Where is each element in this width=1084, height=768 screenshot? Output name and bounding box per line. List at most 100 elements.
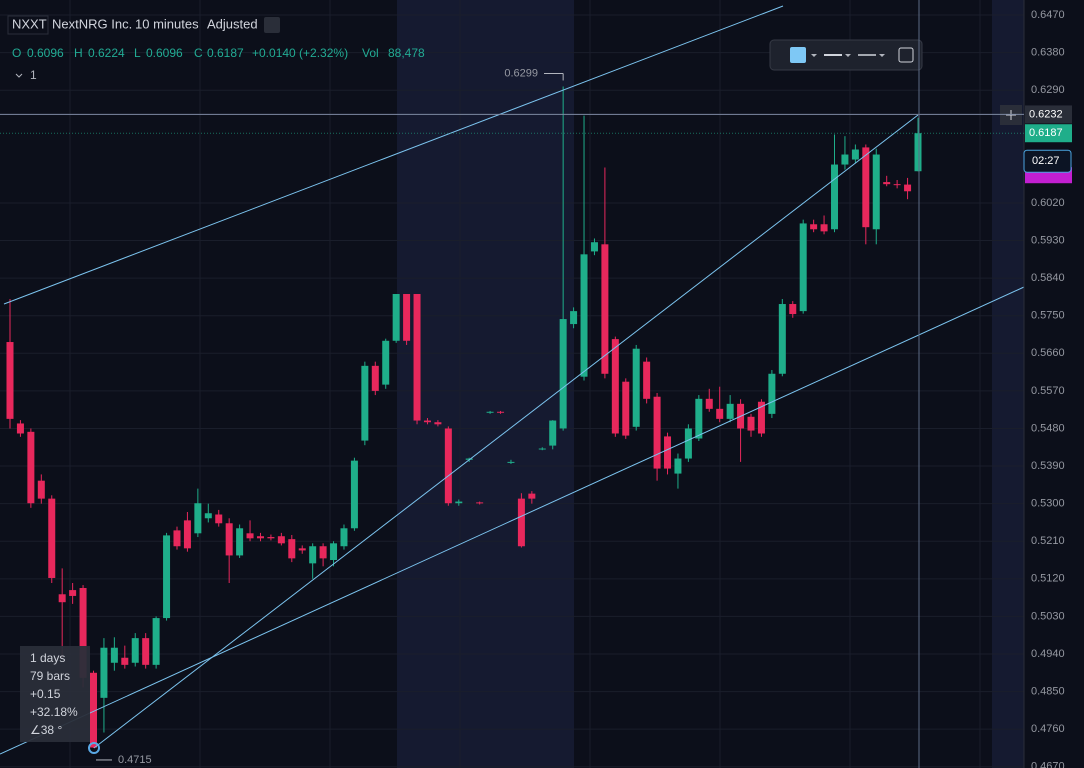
session-band	[397, 0, 574, 768]
y-tick-label: 0.5660	[1031, 347, 1065, 359]
symbol-box[interactable]	[7, 15, 49, 35]
candle-body	[872, 154, 880, 230]
y-tick-label: 0.4670	[1031, 761, 1065, 768]
candle-body	[183, 520, 191, 549]
candle-body	[538, 448, 546, 450]
candle-body	[716, 408, 724, 419]
y-tick-label: 0.5030	[1031, 610, 1065, 622]
measure-box	[20, 646, 90, 742]
legend-l-value: 0.6096	[146, 46, 183, 60]
y-tick-label: 0.6020	[1031, 197, 1065, 209]
candle-body	[455, 501, 463, 504]
dropdown[interactable]	[811, 54, 817, 57]
candle-body	[413, 294, 421, 421]
candles	[6, 86, 922, 748]
candle-body	[768, 373, 776, 414]
candle-body	[173, 530, 181, 547]
candle-body	[549, 420, 557, 446]
y-tick-label: 0.6380	[1031, 47, 1065, 59]
pane-label: 1	[30, 68, 37, 82]
color-button[interactable]	[790, 47, 806, 63]
candle-body	[684, 428, 692, 459]
candle-body	[350, 460, 358, 529]
candle-body	[423, 420, 431, 423]
candle-body	[267, 537, 275, 539]
trend-line[interactable]	[3, 5, 784, 305]
interval[interactable]: 10 minutes	[135, 16, 199, 31]
candle-body	[246, 533, 254, 539]
y-tick-label: 0.5840	[1031, 272, 1065, 284]
candle-body	[288, 539, 296, 559]
legend-o: O	[12, 46, 21, 60]
candle-body	[434, 422, 442, 425]
settings-button[interactable]	[898, 47, 914, 63]
candle-body	[100, 647, 108, 698]
legend-h-value: 0.6224	[88, 46, 125, 60]
adjustment[interactable]: Adjusted	[207, 16, 258, 31]
grid	[0, 14, 1024, 768]
candle-body	[403, 294, 411, 341]
candle-body	[893, 184, 901, 186]
candle-body	[309, 546, 317, 564]
measure-text: 1 days 79 bars +0.15 +32.18% ∠38 °	[30, 651, 78, 737]
legend-vol: 88,478	[388, 46, 425, 60]
measure-handle[interactable]	[88, 742, 100, 754]
candle-body	[110, 647, 118, 663]
candle-body	[601, 244, 609, 374]
high-marker-label: 0.6299	[504, 67, 538, 79]
candle-body	[705, 398, 713, 409]
candle-body	[726, 403, 734, 419]
measure-line: 79 bars	[30, 669, 70, 683]
company-name[interactable]: NextNRG Inc.	[52, 16, 132, 31]
candle-body	[883, 182, 891, 185]
legend-o-value: 0.6096	[27, 46, 64, 60]
measure-line: +0.15	[30, 687, 61, 701]
candle-body	[142, 638, 150, 665]
countdown-box	[1023, 149, 1072, 173]
candle-body	[674, 458, 682, 474]
measure-line: 1 days	[30, 651, 65, 665]
trend-line[interactable]	[0, 286, 1025, 755]
session-band	[992, 0, 1024, 768]
y-tick-label: 0.6470	[1031, 9, 1065, 21]
menu-icon[interactable]	[264, 17, 280, 33]
collapse-icon[interactable]	[15, 73, 23, 78]
low-marker-label: 0.4715	[118, 754, 152, 766]
candle-body	[48, 498, 56, 578]
candle-body	[914, 133, 922, 172]
countdown-label: 02:27	[1032, 155, 1060, 167]
y-tick-label: 0.4760	[1031, 723, 1065, 735]
candle-body	[789, 304, 797, 315]
y-tick-label: 0.4850	[1031, 685, 1065, 697]
symbol[interactable]: NXXT	[12, 16, 47, 31]
y-tick-label: 0.5570	[1031, 385, 1065, 397]
candle-body	[131, 638, 139, 663]
candle-body	[444, 428, 452, 504]
candle-body	[695, 398, 703, 439]
y-tick-label: 0.5210	[1031, 535, 1065, 547]
candle-body	[37, 480, 45, 499]
candle-body	[486, 411, 494, 413]
candle-body	[215, 514, 223, 524]
candle-body	[831, 164, 839, 230]
candle-body	[58, 594, 66, 603]
candle-body	[298, 548, 306, 551]
candle-body	[757, 401, 765, 434]
dropdown[interactable]	[879, 54, 885, 57]
candle-body	[517, 498, 525, 547]
legend-l: L	[134, 46, 141, 60]
y-tick-label: 0.5750	[1031, 310, 1065, 322]
candle-body	[820, 224, 828, 232]
candle-body	[851, 149, 859, 160]
candle-body	[778, 304, 786, 374]
vertical-grid	[69, 0, 981, 768]
trend-line[interactable]	[93, 114, 919, 749]
candle-body	[497, 411, 505, 413]
dropdown[interactable]	[845, 54, 851, 57]
candle-body	[361, 365, 369, 441]
y-tick-label: 0.6290	[1031, 84, 1065, 96]
plus-icon[interactable]	[1006, 110, 1016, 120]
candle-body	[810, 224, 818, 230]
candle-body	[277, 536, 285, 544]
